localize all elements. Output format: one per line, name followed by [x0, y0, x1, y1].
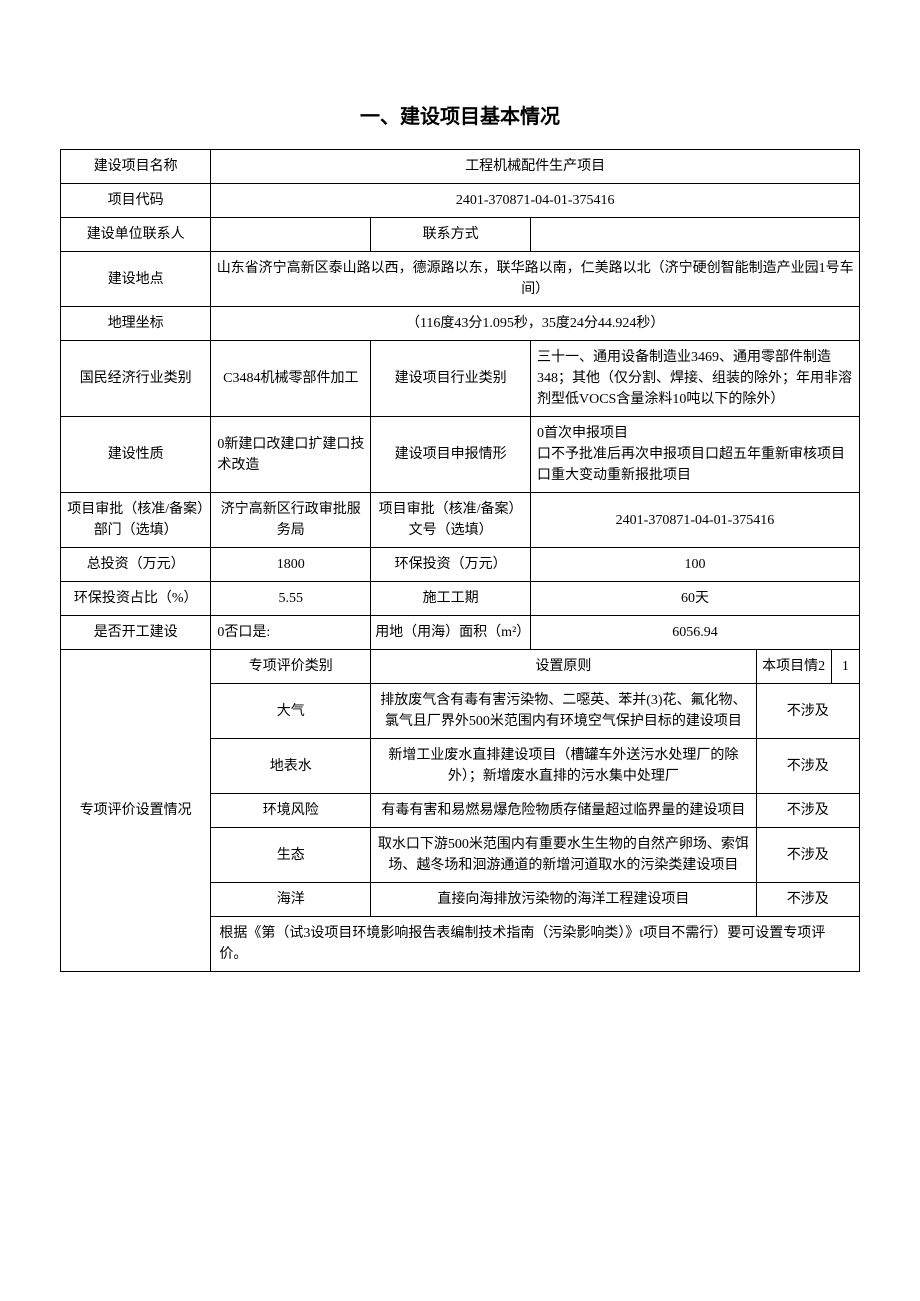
eval-status-2: 不涉及 — [756, 794, 859, 828]
table-row: 地理坐标 （116度43分1.095秒，35度24分44.924秒） — [61, 307, 860, 341]
eval-header-status: 本项目情2 — [756, 650, 831, 684]
eval-principle-2: 有毒有害和易燃易爆危险物质存储量超过临界量的建设项目 — [371, 794, 756, 828]
label-total-invest: 总投资（万元） — [61, 548, 211, 582]
label-approval-dept: 项目审批（核准/备案）部门（选填） — [61, 493, 211, 548]
label-proj-industry-cat: 建设项目行业类别 — [371, 341, 531, 417]
eval-header-status-tail: 1 — [831, 650, 859, 684]
label-started: 是否开工建设 — [61, 616, 211, 650]
label-env-ratio: 环保投资占比（%） — [61, 582, 211, 616]
value-project-name: 工程机械配件生产项目 — [211, 150, 860, 184]
value-approval-no: 2401-370871-04-01-375416 — [530, 493, 859, 548]
table-row: 总投资（万元） 1800 环保投资（万元） 100 — [61, 548, 860, 582]
eval-status-3: 不涉及 — [756, 828, 859, 883]
label-industry-cat: 国民经济行业类别 — [61, 341, 211, 417]
table-row: 建设单位联系人 联系方式 — [61, 218, 860, 252]
table-row: 是否开工建设 0否口是: 用地（用海）面积（m²） 6056.94 — [61, 616, 860, 650]
table-row: 环保投资占比（%） 5.55 施工工期 60天 — [61, 582, 860, 616]
basic-info-table: 建设项目名称 工程机械配件生产项目 项目代码 2401-370871-04-01… — [60, 149, 860, 972]
table-row: 项目代码 2401-370871-04-01-375416 — [61, 184, 860, 218]
eval-principle-0: 排放废气含有毒有害污染物、二噁英、苯并(3)花、氟化物、氯气且厂界外500米范围… — [371, 684, 756, 739]
value-contact-person — [211, 218, 371, 252]
value-total-invest: 1800 — [211, 548, 371, 582]
value-started: 0否口是: — [211, 616, 371, 650]
label-env-invest: 环保投资（万元） — [371, 548, 531, 582]
value-location: 山东省济宁高新区泰山路以西，德源路以东，联华路以南，仁美路以北（济宁硬创智能制造… — [211, 252, 860, 307]
table-row: 国民经济行业类别 C3484机械零部件加工 建设项目行业类别 三十一、通用设备制… — [61, 341, 860, 417]
table-row: 建设项目名称 工程机械配件生产项目 — [61, 150, 860, 184]
value-build-nature: 0新建口改建口扩建口技术改造 — [211, 417, 371, 493]
value-approval-dept: 济宁高新区行政审批服务局 — [211, 493, 371, 548]
label-special-eval: 专项评价设置情况 — [61, 650, 211, 972]
eval-cat-2: 环境风险 — [211, 794, 371, 828]
label-declare-form: 建设项目申报情形 — [371, 417, 531, 493]
eval-header-category: 专项评价类别 — [211, 650, 371, 684]
label-build-nature: 建设性质 — [61, 417, 211, 493]
eval-cat-4: 海洋 — [211, 883, 371, 917]
value-industry-cat: C3484机械零部件加工 — [211, 341, 371, 417]
label-land-area: 用地（用海）面积（m²） — [371, 616, 531, 650]
value-env-invest: 100 — [530, 548, 859, 582]
label-project-code: 项目代码 — [61, 184, 211, 218]
value-declare-form: 0首次申报项目 口不予批准后再次申报项目口超五年重新审核项目口重大变动重新报批项… — [530, 417, 859, 493]
label-contact-person: 建设单位联系人 — [61, 218, 211, 252]
value-project-code: 2401-370871-04-01-375416 — [211, 184, 860, 218]
label-approval-no: 项目审批（核准/备案）文号（选填） — [371, 493, 531, 548]
eval-cat-1: 地表水 — [211, 739, 371, 794]
special-eval-note: 根据《第（试3设项目环境影响报告表编制技术指南（污染影响类）》t项目不需行）要可… — [211, 917, 860, 972]
eval-status-1: 不涉及 — [756, 739, 859, 794]
eval-header-principle: 设置原则 — [371, 650, 756, 684]
label-coords: 地理坐标 — [61, 307, 211, 341]
page-title: 一、建设项目基本情况 — [60, 100, 860, 129]
table-row: 建设性质 0新建口改建口扩建口技术改造 建设项目申报情形 0首次申报项目 口不予… — [61, 417, 860, 493]
eval-principle-3: 取水口下游500米范围内有重要水生生物的自然产卵场、索饵场、越冬场和洄游通道的新… — [371, 828, 756, 883]
label-contact-method: 联系方式 — [371, 218, 531, 252]
label-location: 建设地点 — [61, 252, 211, 307]
eval-principle-4: 直接向海排放污染物的海洋工程建设项目 — [371, 883, 756, 917]
label-construction-period: 施工工期 — [371, 582, 531, 616]
value-proj-industry-cat: 三十一、通用设备制造业3469、通用零部件制造348；其他（仅分割、焊接、组装的… — [530, 341, 859, 417]
eval-cat-0: 大气 — [211, 684, 371, 739]
table-row: 项目审批（核准/备案）部门（选填） 济宁高新区行政审批服务局 项目审批（核准/备… — [61, 493, 860, 548]
eval-principle-1: 新增工业废水直排建设项目（槽罐车外送污水处理厂的除外）；新增废水直排的污水集中处… — [371, 739, 756, 794]
label-project-name: 建设项目名称 — [61, 150, 211, 184]
value-land-area: 6056.94 — [530, 616, 859, 650]
value-coords: （116度43分1.095秒，35度24分44.924秒） — [211, 307, 860, 341]
value-env-ratio: 5.55 — [211, 582, 371, 616]
value-construction-period: 60天 — [530, 582, 859, 616]
value-contact-method — [530, 218, 859, 252]
eval-status-0: 不涉及 — [756, 684, 859, 739]
table-row: 建设地点 山东省济宁高新区泰山路以西，德源路以东，联华路以南，仁美路以北（济宁硬… — [61, 252, 860, 307]
eval-status-4: 不涉及 — [756, 883, 859, 917]
table-row: 专项评价设置情况 专项评价类别 设置原则 本项目情2 1 — [61, 650, 860, 684]
eval-cat-3: 生态 — [211, 828, 371, 883]
